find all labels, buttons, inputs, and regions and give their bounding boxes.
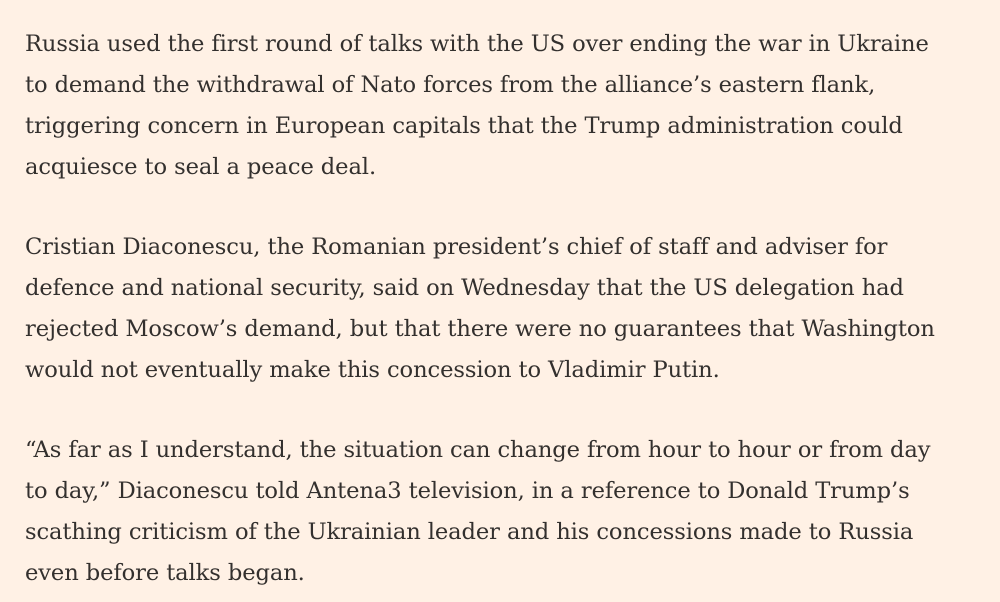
text-line: rejected Moscow’s demand, but that there… — [25, 316, 935, 342]
text-line: scathing criticism of the Ukrainian lead… — [25, 519, 914, 545]
text-line: Cristian Diaconescu, the Romanian presid… — [25, 234, 888, 260]
text-line: triggering concern in European capitals … — [25, 113, 903, 139]
text-line: “As far as I understand, the situation c… — [25, 437, 931, 463]
text-line: would not eventually make this concessio… — [25, 357, 720, 383]
text-line: acquiesce to seal a peace deal. — [25, 154, 377, 180]
paragraph: “As far as I understand, the situation c… — [25, 430, 1000, 594]
text-line: to day,” Diaconescu told Antena3 televis… — [25, 478, 910, 504]
text-line: Russia used the first round of talks wit… — [25, 31, 929, 57]
text-line: defence and national security, said on W… — [25, 275, 904, 301]
text-line: to demand the withdrawal of Nato forces … — [25, 72, 876, 98]
text-line: even before talks began. — [25, 560, 305, 586]
paragraph: Cristian Diaconescu, the Romanian presid… — [25, 227, 1000, 391]
paragraph: Russia used the first round of talks wit… — [25, 24, 1000, 188]
